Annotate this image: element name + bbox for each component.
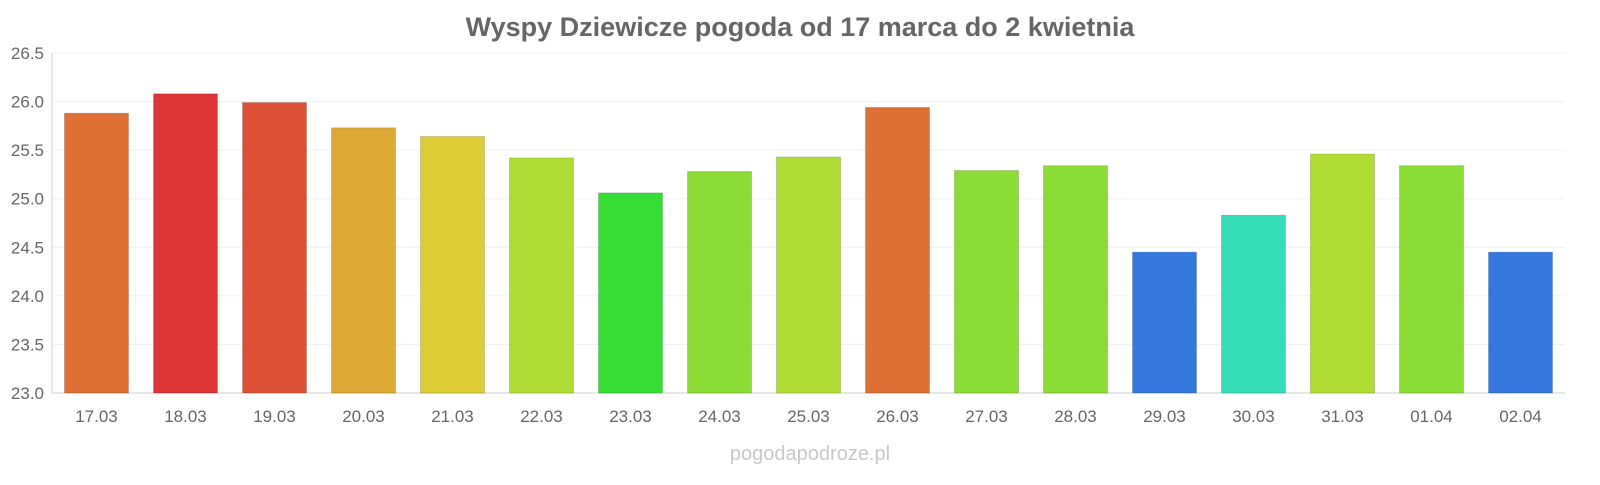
chart-title: Wyspy Dziewicze pogoda od 17 marca do 2 … xyxy=(466,12,1136,42)
bar-28.03 xyxy=(1043,165,1108,394)
y-tick-label: 23.5 xyxy=(11,335,44,354)
bar-31.03 xyxy=(1310,153,1375,394)
bar-23.03 xyxy=(598,192,663,394)
x-tick-label: 25.03 xyxy=(787,407,830,426)
y-tick-label: 24.0 xyxy=(11,287,44,306)
x-tick-label: 19.03 xyxy=(253,407,296,426)
watermark: pogodapodroze.pl xyxy=(730,443,890,465)
bar-18.03 xyxy=(153,93,218,394)
x-tick-label: 21.03 xyxy=(431,407,474,426)
x-tick-label: 02.04 xyxy=(1499,407,1542,426)
bar-01.04 xyxy=(1399,165,1464,394)
y-tick-label: 25.0 xyxy=(11,190,44,209)
bar-30.03 xyxy=(1221,214,1286,394)
bar-25.03 xyxy=(776,156,841,394)
y-tick-label: 23.0 xyxy=(11,384,44,403)
y-tick-label: 24.5 xyxy=(11,238,44,257)
x-tick-label: 29.03 xyxy=(1143,407,1186,426)
x-tick-label: 28.03 xyxy=(1054,407,1097,426)
bar-20.03 xyxy=(331,127,396,394)
bar-22.03 xyxy=(509,157,574,394)
x-tick-label: 18.03 xyxy=(164,407,207,426)
bar-21.03 xyxy=(420,136,485,394)
x-tick-label: 27.03 xyxy=(965,407,1008,426)
y-tick-label: 25.5 xyxy=(11,141,44,160)
x-tick-label: 17.03 xyxy=(75,407,118,426)
bar-29.03 xyxy=(1132,251,1197,394)
x-tick-label: 23.03 xyxy=(609,407,652,426)
x-tick-label: 20.03 xyxy=(342,407,385,426)
y-tick-label: 26.0 xyxy=(11,93,44,112)
bar-17.03 xyxy=(64,112,129,394)
bar-27.03 xyxy=(954,170,1019,394)
bar-26.03 xyxy=(865,106,930,394)
bar-19.03 xyxy=(242,102,307,394)
x-tick-label: 22.03 xyxy=(520,407,563,426)
x-tick-label: 31.03 xyxy=(1321,407,1364,426)
x-tick-label: 30.03 xyxy=(1232,407,1275,426)
x-tick-label: 24.03 xyxy=(698,407,741,426)
bar-02.04 xyxy=(1488,251,1553,394)
x-tick-label: 26.03 xyxy=(876,407,919,426)
bar-24.03 xyxy=(687,171,752,394)
x-tick-label: 01.04 xyxy=(1410,407,1453,426)
y-tick-label: 26.5 xyxy=(11,44,44,63)
